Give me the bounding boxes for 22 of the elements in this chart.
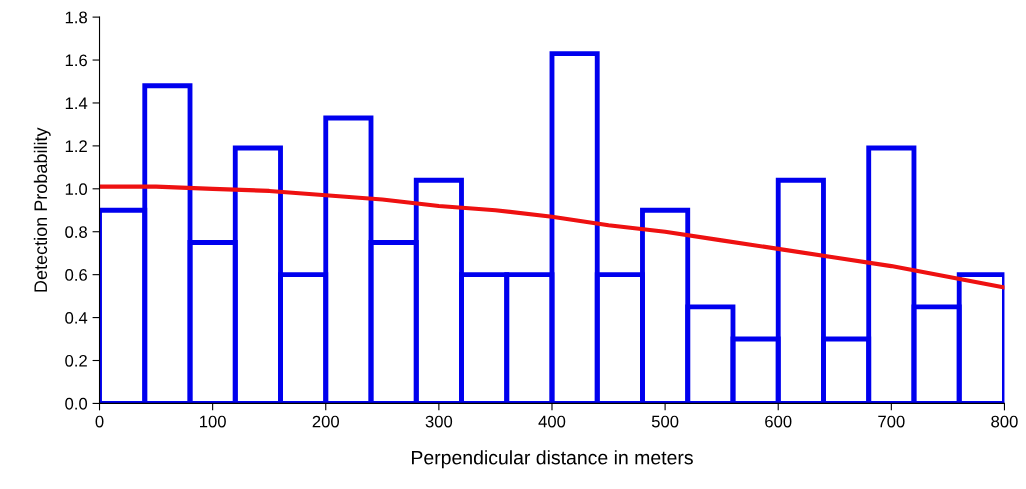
x-tick-label: 0	[95, 415, 104, 428]
y-tick-label: 1.0	[65, 183, 88, 196]
x-tick-label: 100	[200, 415, 226, 428]
y-tick-label: 0.2	[65, 354, 87, 367]
y-tick-label: 1.2	[65, 140, 87, 152]
x-tick-label: 400	[538, 415, 566, 428]
x-axis-title: Perpendicular distance in meters	[412, 450, 693, 469]
x-tick-label: 700	[878, 415, 905, 428]
x-tick-label: 200	[312, 415, 340, 428]
y-axis-title: Detection Probability	[33, 127, 51, 292]
y-tick-label: 0.6	[65, 269, 87, 281]
y-tick-label: 0.4	[65, 311, 88, 324]
x-tick-label: 300	[425, 415, 453, 428]
line-series	[99, 184, 1005, 290]
y-tick-label: 0.8	[65, 226, 87, 238]
y-tick-label: 0.0	[65, 397, 88, 410]
x-tick-label: 500	[651, 415, 679, 428]
y-tick-label: 1.8	[65, 11, 87, 24]
x-tick-label: 800	[991, 415, 1018, 428]
x-tick-label: 600	[765, 415, 792, 428]
y-tick-label: 1.4	[65, 97, 88, 109]
y-tick-label: 1.6	[65, 54, 87, 67]
